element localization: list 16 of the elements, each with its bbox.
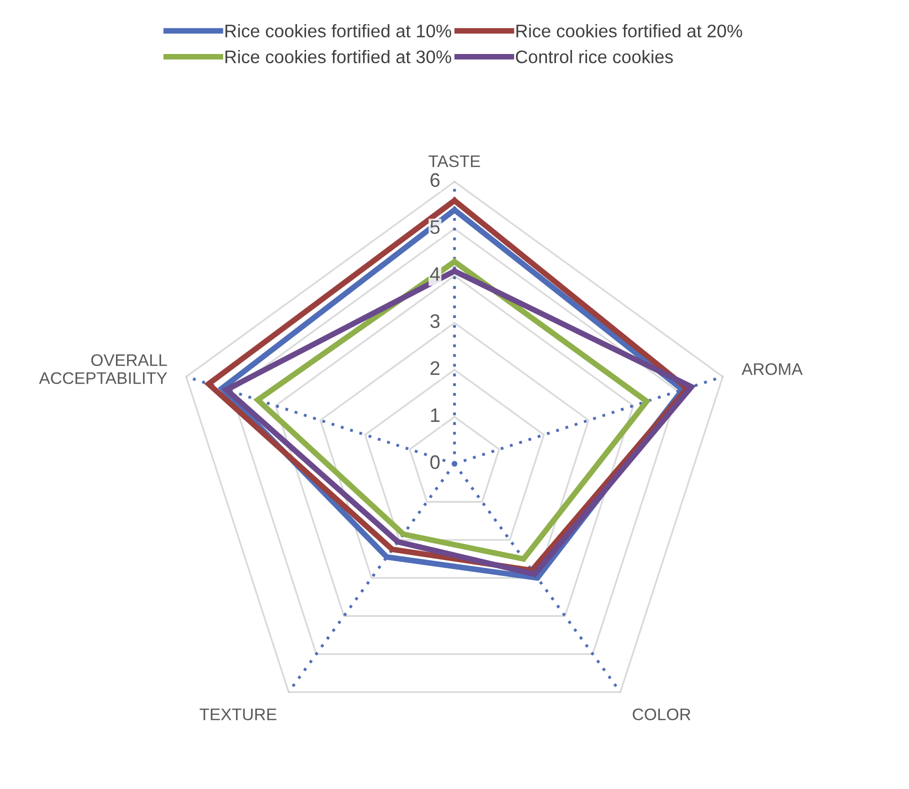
spoke-label: TASTE bbox=[428, 155, 480, 168]
spoke-label: AROMA bbox=[742, 363, 803, 376]
y-tick-label: 6 bbox=[430, 173, 440, 187]
legend-label: Rice cookies fortified at 30% bbox=[225, 50, 452, 64]
y-tick-label: 5 bbox=[430, 220, 440, 234]
legend-label: Control rice cookies bbox=[516, 50, 673, 64]
y-tick-label: 0 bbox=[430, 455, 440, 470]
y-tick-label: 2 bbox=[430, 361, 440, 375]
spoke-label: COLOR bbox=[632, 708, 690, 720]
legend-label: Rice cookies fortified at 20% bbox=[516, 24, 742, 38]
y-tick-label: 3 bbox=[430, 314, 440, 328]
y-tick-label: 4 bbox=[430, 267, 440, 281]
spoke-label: TEXTURE bbox=[200, 708, 276, 720]
spoke-label: OVERALL ACCEPTABILITY bbox=[39, 354, 168, 384]
legend-label: Rice cookies fortified at 10% bbox=[225, 24, 452, 38]
y-tick-label: 1 bbox=[431, 408, 440, 422]
